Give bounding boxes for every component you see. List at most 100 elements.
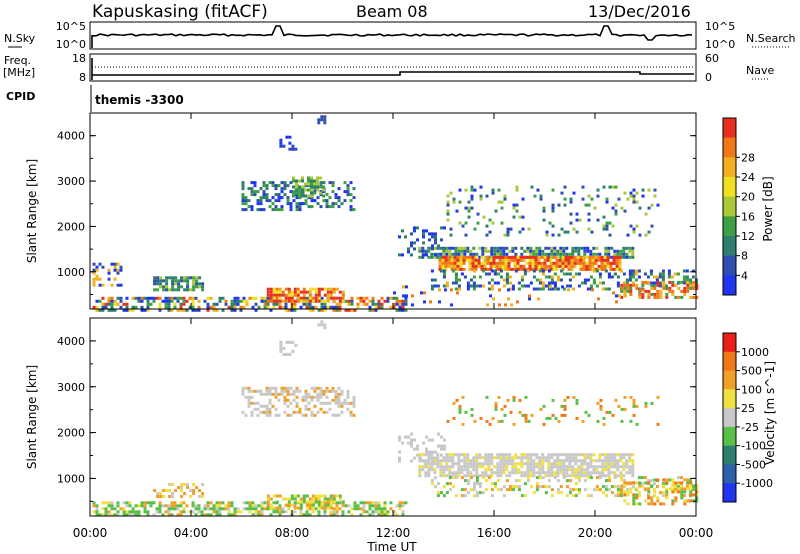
scatter-cell bbox=[253, 190, 257, 194]
scatter-cell bbox=[316, 395, 320, 399]
scatter-cell bbox=[535, 456, 539, 460]
scatter-cell bbox=[463, 252, 467, 256]
scatter-cell bbox=[326, 503, 330, 507]
scatter-cell bbox=[629, 286, 633, 290]
scatter-cell bbox=[650, 496, 654, 500]
scatter-cell bbox=[614, 185, 618, 189]
scatter-cell bbox=[296, 299, 300, 303]
scatter-cell bbox=[301, 395, 305, 399]
scatter-cell bbox=[586, 494, 590, 498]
scatter-cell bbox=[449, 233, 453, 237]
scatter-cell bbox=[209, 296, 213, 300]
scatter-cell bbox=[113, 265, 117, 269]
scatter-cell bbox=[610, 246, 614, 250]
scatter-cell bbox=[475, 471, 479, 475]
scatter-cell bbox=[313, 413, 317, 417]
scatter-cell bbox=[616, 485, 620, 489]
scatter-cell bbox=[536, 188, 540, 192]
scatter-cell bbox=[323, 504, 327, 508]
scatter-cell bbox=[278, 510, 282, 514]
scatter-cell bbox=[393, 291, 396, 295]
scatter-cell bbox=[640, 482, 644, 486]
scatter-cell bbox=[611, 206, 615, 210]
scatter-cell bbox=[452, 416, 456, 420]
scatter-cell bbox=[260, 299, 264, 303]
scatter-cell bbox=[691, 275, 695, 279]
scatter-cell bbox=[689, 493, 693, 497]
scatter-cell bbox=[436, 453, 440, 457]
scatter-cell bbox=[146, 296, 150, 300]
scatter-cell bbox=[421, 249, 425, 253]
scatter-cell bbox=[167, 513, 171, 517]
scatter-cell bbox=[299, 506, 303, 510]
scatter-cell bbox=[535, 453, 539, 457]
scatter-cell bbox=[182, 308, 186, 312]
scatter-cell bbox=[538, 462, 542, 466]
scatter-cell bbox=[275, 506, 279, 510]
scatter-cell bbox=[508, 287, 512, 291]
scatter-cell bbox=[537, 261, 541, 265]
scatter-cell bbox=[191, 308, 195, 312]
scatter-cell bbox=[431, 232, 434, 236]
scatter-cell bbox=[607, 471, 611, 475]
scatter-cell bbox=[631, 471, 635, 475]
scatter-cell bbox=[454, 471, 458, 475]
scatter-cell bbox=[289, 181, 293, 185]
scatter-cell bbox=[313, 191, 316, 195]
scatter-cell bbox=[242, 305, 246, 309]
scatter-cell bbox=[286, 413, 290, 417]
scatter-cell bbox=[692, 295, 696, 299]
scatter-cell bbox=[410, 244, 413, 248]
scatter-cell bbox=[344, 299, 348, 303]
scatter-cell bbox=[587, 194, 591, 198]
scatter-cell bbox=[520, 471, 524, 475]
scatter-cell bbox=[585, 264, 589, 268]
scatter-cell bbox=[466, 482, 470, 486]
scatter-cell bbox=[404, 302, 408, 306]
scatter-cell bbox=[546, 258, 550, 262]
scatter-cell bbox=[277, 398, 281, 402]
scatter-cell bbox=[542, 218, 546, 222]
scatter-cell bbox=[538, 485, 542, 489]
scatter-cell bbox=[524, 419, 528, 423]
scatter-cell bbox=[260, 501, 264, 505]
scatter-cell bbox=[502, 249, 506, 253]
scatter-cell bbox=[457, 246, 461, 250]
scatter-cell bbox=[194, 507, 198, 511]
scatter-cell bbox=[595, 284, 599, 288]
scatter-cell bbox=[92, 305, 96, 309]
scatter-cell bbox=[594, 267, 598, 271]
scatter-cell bbox=[215, 504, 219, 508]
scatter-cell bbox=[346, 395, 350, 399]
scatter-cell bbox=[616, 488, 620, 492]
scatter-cell bbox=[433, 459, 437, 463]
scatter-cell bbox=[311, 494, 315, 498]
scatter-cell bbox=[176, 296, 180, 300]
scatter-cell bbox=[551, 209, 555, 213]
scatter-cell bbox=[179, 302, 183, 306]
scatter-cell bbox=[425, 435, 428, 439]
scatter-cell bbox=[607, 453, 611, 457]
scatter-cell bbox=[611, 185, 615, 189]
scatter-cell bbox=[610, 275, 614, 279]
scatter-cell bbox=[466, 471, 470, 475]
scatter-cell bbox=[511, 465, 515, 469]
scatter-cell bbox=[577, 272, 581, 276]
scatter-cell bbox=[463, 494, 467, 498]
scatter-cell bbox=[580, 468, 584, 472]
freq-unit: [MHz] bbox=[3, 66, 35, 79]
scatter-cell bbox=[299, 299, 303, 303]
scatter-cell bbox=[534, 264, 538, 268]
scatter-cell bbox=[430, 482, 434, 486]
scatter-cell bbox=[195, 285, 199, 289]
scatter-cell bbox=[637, 275, 641, 279]
scatter-cell bbox=[680, 481, 684, 485]
scatter-cell bbox=[380, 513, 384, 517]
scatter-cell bbox=[241, 208, 245, 212]
scatter-cell bbox=[567, 288, 570, 292]
scatter-cell bbox=[604, 246, 608, 250]
scatter-cell bbox=[95, 274, 99, 278]
scatter-cell bbox=[561, 285, 564, 289]
scatter-cell bbox=[137, 513, 141, 517]
scatter-cell bbox=[478, 284, 482, 288]
